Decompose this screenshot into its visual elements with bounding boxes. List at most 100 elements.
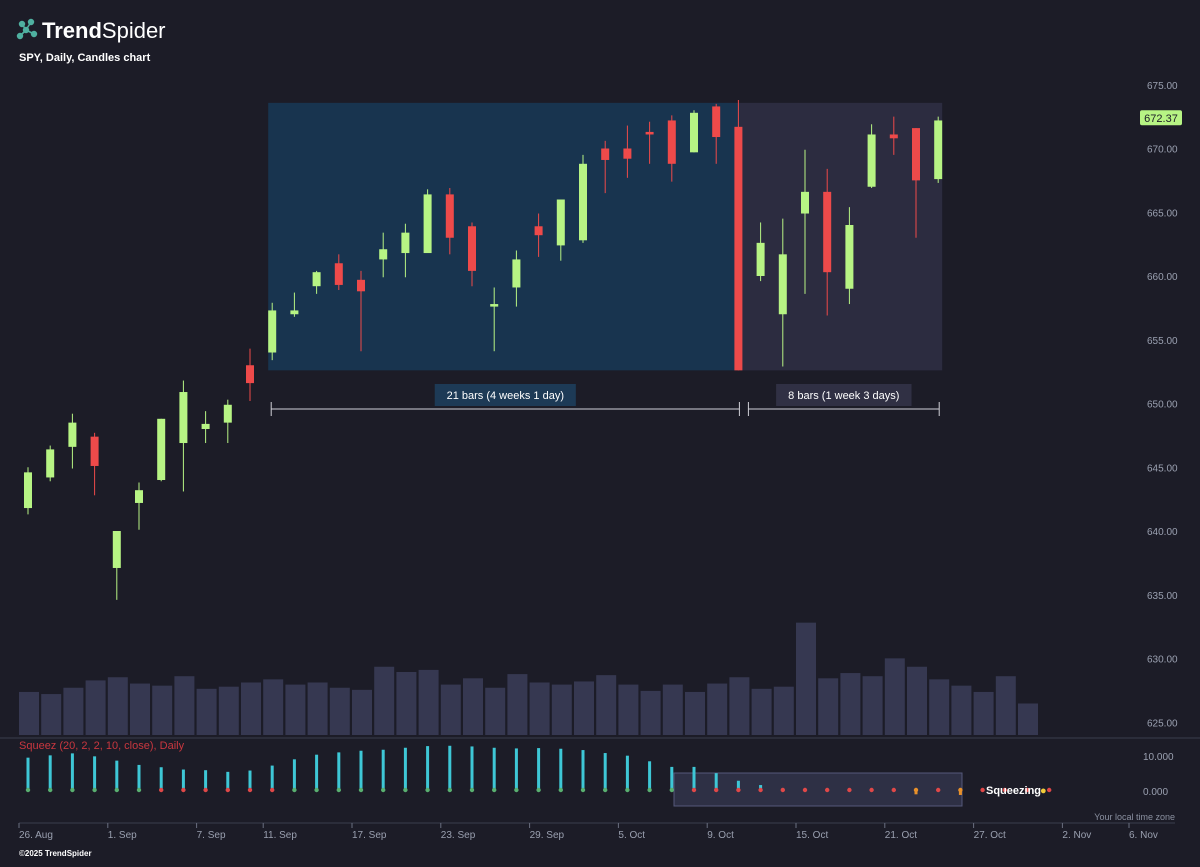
volume-bar: [440, 684, 461, 735]
squeeze-dot: [92, 787, 97, 793]
candle[interactable]: [801, 149, 809, 294]
volume-bar: [374, 666, 395, 735]
candle[interactable]: [534, 213, 543, 257]
candle[interactable]: [223, 399, 232, 444]
candle[interactable]: [934, 116, 943, 183]
squeeze-dot: [847, 787, 852, 793]
squeeze-bar: [381, 749, 385, 790]
volume-bar: [951, 685, 972, 735]
squeeze-dot: [714, 787, 719, 793]
candle[interactable]: [46, 445, 55, 482]
candle[interactable]: [690, 110, 698, 153]
candle[interactable]: [24, 467, 32, 515]
squeeze-bar: [270, 765, 274, 790]
candle[interactable]: [912, 128, 920, 238]
squeeze-dot: [958, 787, 963, 793]
candle-body: [579, 163, 587, 241]
squeeze-bar: [292, 759, 296, 790]
volume-bar: [840, 673, 861, 735]
volume-bar: [174, 676, 195, 735]
candle-body: [135, 490, 143, 503]
candle[interactable]: [401, 223, 410, 278]
candle[interactable]: [756, 222, 765, 282]
candle[interactable]: [201, 411, 210, 444]
candle-body: [201, 423, 210, 429]
candle[interactable]: [867, 124, 876, 189]
candle[interactable]: [823, 168, 832, 316]
volume-bar: [529, 682, 550, 735]
squeeze-bar: [26, 757, 30, 790]
candle-body: [734, 126, 743, 371]
volume-bar: [596, 675, 617, 735]
candle[interactable]: [423, 189, 432, 254]
candle[interactable]: [68, 413, 77, 469]
svg-text:TrendSpider: TrendSpider: [42, 18, 166, 43]
candle[interactable]: [845, 207, 854, 305]
candle-body: [179, 392, 188, 444]
squeeze-dot: [1024, 787, 1030, 793]
squeeze-indicator-label[interactable]: Squeez (20, 2, 2, 10, close), Daily: [19, 740, 185, 752]
squeeze-dot: [825, 787, 830, 793]
candle[interactable]: [623, 125, 632, 178]
squeeze-dot: [780, 787, 785, 793]
candle[interactable]: [601, 140, 610, 194]
candle[interactable]: [556, 199, 565, 261]
squeeze-dot: [625, 787, 630, 793]
candle[interactable]: [290, 292, 299, 317]
range-zones: [268, 102, 943, 371]
squeeze-bar: [670, 766, 674, 790]
x-tick-label: 2. Nov: [1062, 830, 1091, 841]
candle[interactable]: [734, 100, 743, 371]
candle[interactable]: [357, 270, 365, 352]
candle-body: [46, 449, 55, 478]
volume-bar: [574, 681, 594, 735]
candle[interactable]: [90, 432, 99, 496]
candle-body: [334, 263, 343, 285]
candle[interactable]: [379, 232, 388, 278]
candle[interactable]: [246, 348, 254, 401]
candle-body: [357, 279, 365, 292]
volume-bars: [19, 622, 1038, 735]
candle[interactable]: [135, 482, 143, 530]
squeeze-dot: [647, 787, 652, 793]
candle[interactable]: [645, 121, 654, 164]
squeeze-dot: [980, 787, 985, 793]
squeeze-dot: [492, 787, 497, 793]
candle[interactable]: [468, 222, 476, 287]
candle[interactable]: [712, 103, 721, 164]
range-label: 8 bars (1 week 3 days): [788, 390, 899, 402]
candle[interactable]: [490, 287, 499, 352]
squeeze-dot: [802, 787, 808, 793]
candles[interactable]: [24, 100, 943, 600]
range-zone-1[interactable]: [268, 102, 740, 371]
candle[interactable]: [334, 254, 343, 291]
candle-body: [490, 304, 499, 307]
candle-body: [623, 148, 632, 159]
candle[interactable]: [512, 250, 521, 307]
candle-body: [690, 112, 698, 153]
candle[interactable]: [268, 302, 277, 361]
squeeze-bar: [492, 747, 496, 790]
candle[interactable]: [112, 531, 121, 600]
range-zone-2[interactable]: [739, 102, 943, 371]
candle[interactable]: [179, 380, 188, 492]
y-tick-label: 650.00: [1147, 400, 1178, 411]
candle[interactable]: [445, 188, 454, 255]
candle[interactable]: [889, 116, 898, 155]
timezone-note[interactable]: Your local time zone: [1094, 812, 1175, 822]
squeeze-bar: [759, 785, 763, 790]
x-tick-label: 29. Sep: [530, 830, 565, 841]
candle[interactable]: [667, 115, 676, 182]
volume-bar: [218, 686, 239, 735]
candle[interactable]: [157, 418, 166, 482]
candle[interactable]: [579, 154, 587, 243]
volume-bar: [995, 676, 1016, 735]
candle[interactable]: [778, 218, 787, 367]
candle[interactable]: [312, 270, 321, 294]
squeeze-bar: [736, 780, 740, 790]
volume-bar: [551, 684, 572, 735]
squeeze-dot: [48, 787, 53, 793]
candle-body: [68, 422, 77, 447]
